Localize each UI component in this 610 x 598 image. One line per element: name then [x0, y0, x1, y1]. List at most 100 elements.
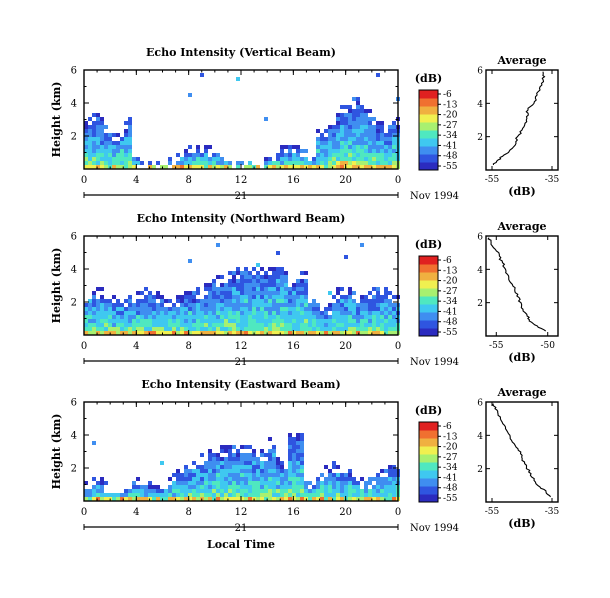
echo-cell — [392, 489, 396, 493]
echo-cell — [232, 275, 236, 279]
echo-cell — [292, 303, 296, 307]
profile-x-label: (dB) — [508, 185, 535, 198]
echo-cell — [372, 477, 376, 481]
echo-cell — [128, 295, 132, 299]
echo-cell — [324, 497, 328, 501]
echo-cell — [220, 489, 224, 493]
echo-cell — [208, 331, 212, 335]
echo-cell — [332, 161, 336, 165]
echo-cell — [272, 323, 276, 327]
echo-cell — [212, 311, 216, 315]
x-tick-label: 12 — [235, 341, 248, 352]
echo-cell — [148, 319, 152, 323]
echo-cell — [392, 319, 396, 323]
echo-cell — [344, 255, 348, 259]
echo-cell — [188, 153, 192, 157]
echo-cell — [388, 477, 392, 481]
echo-cell — [348, 477, 352, 481]
echo-cell — [100, 485, 104, 489]
echo-cell — [88, 149, 92, 153]
echo-cell — [208, 319, 212, 323]
echo-cell — [280, 287, 284, 291]
echo-cell — [100, 161, 104, 165]
echo-cell — [216, 165, 220, 169]
echo-cell — [288, 477, 292, 481]
echo-cell — [376, 145, 380, 149]
echo-cell — [244, 489, 248, 493]
echo-cell — [188, 161, 192, 165]
colorbar-tick-label: -34 — [443, 463, 458, 473]
echo-cell — [304, 287, 308, 291]
echo-cell — [192, 165, 196, 169]
echo-cell — [208, 299, 212, 303]
echo-cell — [92, 165, 96, 169]
echo-cell — [392, 157, 396, 161]
echo-cell — [264, 291, 268, 295]
echo-cell — [344, 485, 348, 489]
echo-cell — [104, 497, 108, 501]
echo-cell — [388, 153, 392, 157]
echo-cell — [344, 125, 348, 129]
colorbar-tick-label: -55 — [443, 162, 458, 172]
echo-cell — [192, 307, 196, 311]
echo-cell — [348, 287, 352, 291]
echo-cell — [296, 303, 300, 307]
echo-cell — [208, 145, 212, 149]
echo-cell — [124, 141, 128, 145]
echo-cell — [344, 137, 348, 141]
echo-cell — [168, 299, 172, 303]
echo-cell — [260, 493, 264, 497]
echo-cell — [120, 303, 124, 307]
echo-cell — [376, 331, 380, 335]
echo-cell — [120, 331, 124, 335]
echo-cell — [84, 493, 88, 497]
echo-cell — [116, 323, 120, 327]
echo-cell — [368, 319, 372, 323]
echo-cell — [308, 161, 312, 165]
echo-cell — [228, 481, 232, 485]
echo-cell — [268, 165, 272, 169]
echo-cell — [352, 303, 356, 307]
echo-cell — [180, 315, 184, 319]
echo-cell — [240, 271, 244, 275]
echo-cell — [384, 153, 388, 157]
echo-cell — [328, 161, 332, 165]
echo-cell — [244, 461, 248, 465]
echo-cell — [132, 331, 136, 335]
echo-cell — [192, 295, 196, 299]
echo-cell — [276, 295, 280, 299]
echo-cell — [96, 137, 100, 141]
echo-cell — [124, 145, 128, 149]
echo-cell — [292, 453, 296, 457]
echo-cell — [264, 473, 268, 477]
echo-cell — [264, 485, 268, 489]
echo-cell — [364, 331, 368, 335]
echo-cell — [336, 149, 340, 153]
echo-cell — [120, 157, 124, 161]
echo-cell — [236, 319, 240, 323]
heatmap-cells — [84, 73, 400, 169]
echo-cell — [288, 449, 292, 453]
echo-cell — [268, 287, 272, 291]
echo-cell — [184, 485, 188, 489]
echo-cell — [168, 331, 172, 335]
echo-cell — [388, 315, 392, 319]
echo-cell — [348, 109, 352, 113]
echo-cell — [228, 311, 232, 315]
panel-title: Echo Intensity (Eastward Beam) — [141, 378, 340, 391]
echo-cell — [336, 165, 340, 169]
echo-cell — [212, 493, 216, 497]
echo-cell — [228, 295, 232, 299]
echo-cell — [124, 489, 128, 493]
echo-cell — [108, 133, 112, 137]
echo-cell — [376, 137, 380, 141]
echo-cell — [256, 291, 260, 295]
echo-cell — [128, 299, 132, 303]
echo-cell — [360, 153, 364, 157]
echo-cell — [332, 165, 336, 169]
echo-cell — [300, 149, 304, 153]
echo-cell — [84, 303, 88, 307]
echo-cell — [240, 311, 244, 315]
echo-cell — [380, 327, 384, 331]
echo-cell — [296, 327, 300, 331]
